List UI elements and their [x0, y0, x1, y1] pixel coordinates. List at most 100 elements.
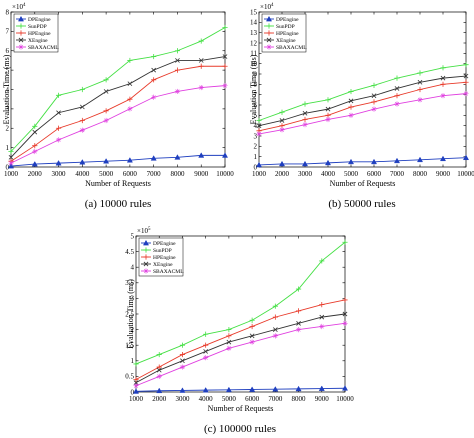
series-dpengine — [132, 385, 349, 394]
x-tick-label: 8000 — [292, 395, 307, 403]
x-tick-label: 5000 — [222, 395, 237, 403]
legend-marker — [143, 247, 149, 253]
y-tick-label: 6 — [254, 101, 258, 109]
data-point — [226, 327, 232, 333]
data-point — [319, 314, 325, 320]
data-point — [179, 364, 186, 370]
y-exponent-prefix: × — [260, 3, 264, 11]
legend-entry: DPEngine — [276, 17, 299, 23]
data-point — [151, 77, 157, 83]
data-point — [279, 109, 285, 115]
data-point — [416, 156, 424, 163]
y-tick-label: 6 — [6, 47, 10, 55]
legend-marker — [17, 15, 25, 22]
y-tick-label: 7 — [254, 91, 258, 99]
data-point — [348, 88, 354, 95]
legend-marker — [143, 268, 149, 274]
data-point — [302, 122, 308, 128]
data-point — [79, 86, 85, 93]
y-tick-label: 13 — [250, 29, 258, 37]
data-point — [249, 317, 255, 323]
data-point — [55, 92, 62, 98]
data-point — [371, 106, 377, 112]
data-point — [126, 157, 133, 163]
legend-marker — [18, 30, 24, 36]
data-point — [31, 160, 38, 167]
data-point — [151, 94, 157, 100]
y-exponent-power: 5 — [148, 227, 151, 232]
x-tick-label: 5000 — [99, 170, 114, 178]
legend-marker — [18, 37, 24, 43]
data-point — [463, 91, 469, 97]
data-point — [318, 385, 325, 391]
data-point — [127, 81, 133, 87]
data-point — [7, 162, 15, 169]
data-point — [394, 75, 400, 81]
legend-entry: XEngine — [28, 38, 48, 44]
data-point — [342, 297, 348, 303]
data-point — [319, 258, 325, 264]
data-point — [133, 383, 139, 389]
y-exponent-base: 10 — [16, 3, 24, 11]
series-hpengine — [133, 297, 348, 383]
data-point — [440, 93, 446, 99]
data-point — [324, 159, 332, 166]
data-point — [174, 88, 181, 95]
data-point — [55, 125, 62, 131]
data-point — [79, 104, 85, 110]
data-point — [440, 81, 446, 87]
legend-entry: SBAXACML — [28, 45, 59, 51]
data-point — [156, 387, 163, 394]
series-xengine — [256, 73, 469, 129]
data-point — [295, 385, 302, 392]
plot-frame — [258, 11, 467, 168]
series-line — [10, 85, 226, 164]
legend-marker — [18, 23, 24, 29]
data-point — [342, 311, 348, 317]
data-point — [156, 351, 162, 358]
data-point — [295, 327, 302, 333]
data-point — [249, 323, 255, 330]
series-line — [135, 313, 346, 384]
x-tick-label: 2000 — [28, 170, 43, 178]
data-point — [133, 376, 139, 383]
data-point — [417, 79, 423, 85]
x-tick-label: 9000 — [315, 395, 330, 403]
y-tick-label: 1.5 — [125, 342, 134, 350]
data-point — [156, 373, 162, 379]
data-point — [222, 63, 228, 69]
data-point — [203, 331, 209, 337]
series-line — [258, 64, 467, 121]
y-tick-label: 4.5 — [125, 248, 134, 256]
data-point — [394, 101, 400, 107]
data-point — [325, 116, 331, 123]
data-point — [198, 38, 204, 44]
x-tick-label: 7000 — [147, 170, 162, 178]
y-exponent-prefix: × — [12, 3, 16, 11]
series-sunpdp — [133, 239, 348, 367]
series-xengine — [8, 54, 228, 160]
series-sbaxacml — [133, 320, 348, 389]
data-point — [179, 387, 186, 393]
series-line — [135, 387, 346, 392]
y-tick-label: 7 — [6, 28, 10, 36]
data-point — [55, 160, 62, 166]
data-point — [394, 86, 400, 91]
data-point — [222, 83, 228, 89]
legend-marker — [142, 239, 150, 246]
chart-caption: (c) 100000 rules — [204, 423, 276, 435]
legend-entry: DPEngine — [28, 17, 51, 23]
x-tick-label: 2000 — [152, 395, 167, 403]
data-point — [302, 116, 308, 123]
chart-caption: (b) 50000 rules — [328, 198, 395, 210]
series-sunpdp — [8, 24, 228, 155]
legend-marker — [266, 30, 272, 36]
data-point — [203, 342, 209, 348]
legend-entry: HPEngine — [153, 255, 176, 261]
y-axis-label: Evaluation Time (ms) — [126, 279, 135, 349]
data-point — [127, 106, 133, 112]
data-point — [198, 58, 204, 63]
data-point — [439, 155, 447, 162]
y-tick-label: 1 — [131, 357, 135, 365]
